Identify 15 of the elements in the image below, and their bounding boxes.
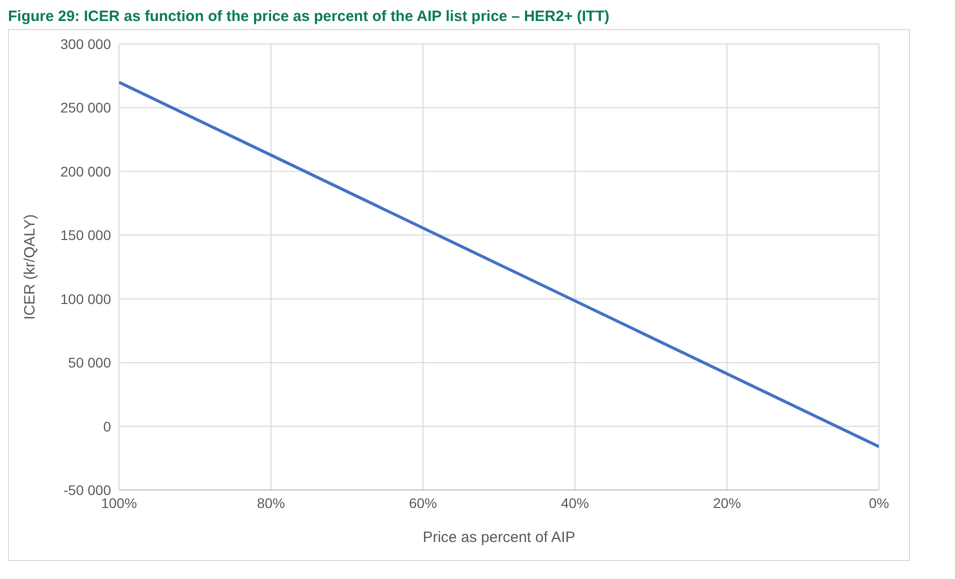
- x-tick-label: 80%: [256, 494, 286, 511]
- y-tick-label: 250 000: [60, 100, 112, 116]
- y-tick-label: 100 000: [60, 290, 112, 307]
- x-axis-title: Price as percent of AIP: [422, 529, 576, 546]
- x-tick-label: 0%: [868, 494, 890, 511]
- y-tick-label: 50 000: [68, 354, 112, 371]
- y-tick-label: 150 000: [60, 227, 112, 244]
- y-tick-label: 300 000: [60, 36, 112, 52]
- y-tick-label: 0: [103, 418, 112, 434]
- chart-title: Figure 29: ICER as function of the price as percent of the AIP list price – HER2+ (ITT): [8, 8, 610, 25]
- x-tick-label: 40%: [560, 494, 590, 511]
- x-tick-label: 20%: [712, 494, 742, 511]
- y-axis-title: ICER (kr/QALY): [21, 214, 38, 320]
- y-tick-label: 200 000: [60, 163, 112, 180]
- x-tick-label: 60%: [408, 494, 438, 511]
